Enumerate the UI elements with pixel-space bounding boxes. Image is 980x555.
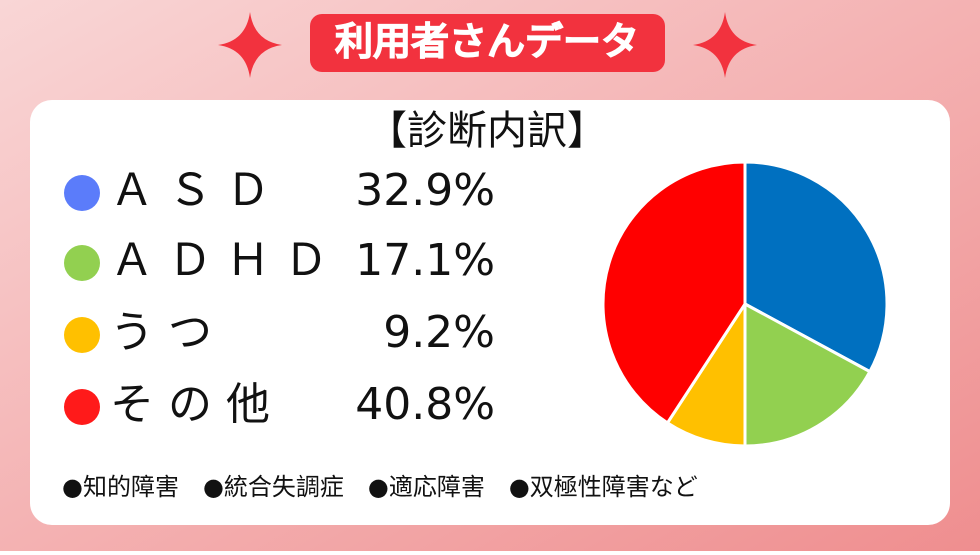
legend-marker — [64, 317, 100, 353]
value-label: 32.9% — [355, 165, 495, 216]
legend-label: うつ — [110, 307, 226, 358]
subtitle: 【診断内訳】 — [367, 108, 607, 154]
value-label: 9.2% — [383, 307, 495, 358]
value-label: 40.8% — [355, 379, 495, 430]
legend-label: ＡＳＤ — [110, 165, 284, 216]
banner — [310, 14, 665, 72]
value-label: 17.1% — [355, 235, 495, 286]
legend-marker — [64, 245, 100, 281]
legend-marker — [64, 175, 100, 211]
pie-slice — [665, 298, 747, 448]
sparkle — [693, 12, 757, 78]
legend-label: ＡＤＨＤ — [110, 235, 342, 286]
pie-slice — [743, 160, 889, 374]
legend-marker — [64, 389, 100, 425]
sparkle — [218, 12, 282, 78]
pie-slice — [601, 160, 747, 426]
annotation: ●知的障害 ●統合失調症 ●適応障害 ●双極性障害など — [62, 473, 698, 501]
pie-slice — [743, 301, 872, 448]
banner-title: 利用者さんデータ — [335, 20, 639, 64]
legend-label: その他 — [110, 379, 284, 430]
